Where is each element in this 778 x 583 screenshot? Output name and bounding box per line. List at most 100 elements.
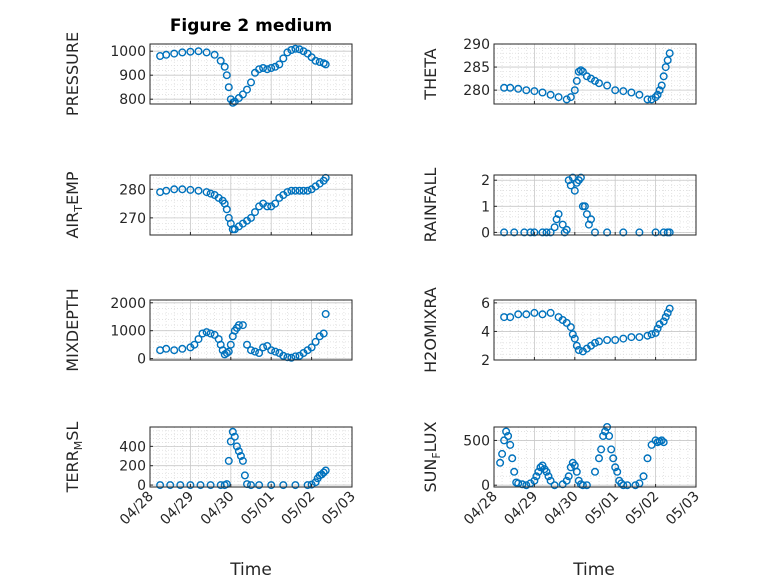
data-point: [627, 88, 636, 97]
y-tick-label: 900: [119, 68, 146, 84]
data-point: [226, 437, 235, 446]
y-axis-label: SUNFLUX: [421, 421, 443, 492]
data-point: [546, 228, 555, 237]
data-point: [202, 188, 211, 197]
data-point: [283, 188, 292, 197]
data-point: [162, 186, 171, 195]
data-point: [542, 467, 551, 476]
series-markers: [500, 304, 674, 356]
x-tick-label: 05/01: [582, 489, 622, 529]
x-tick-label: 05/01: [238, 489, 278, 529]
series-markers: [500, 49, 674, 104]
data-point: [194, 335, 203, 344]
data-point: [570, 186, 579, 195]
data-point: [587, 74, 596, 83]
data-point: [259, 343, 268, 352]
data-point: [500, 228, 509, 237]
axes-box: [149, 43, 353, 105]
data-point: [576, 173, 585, 182]
data-point: [230, 432, 239, 441]
axes-box: [493, 43, 697, 105]
data-point: [635, 333, 644, 342]
data-point: [603, 81, 612, 90]
data-point: [647, 330, 656, 339]
data-point: [162, 344, 171, 353]
data-point: [236, 452, 245, 461]
data-point: [595, 79, 604, 88]
data-point: [176, 481, 185, 490]
data-point: [295, 186, 304, 195]
x-tick-label: 05/03: [319, 489, 359, 529]
data-point: [291, 186, 300, 195]
data-point: [526, 228, 535, 237]
data-point: [287, 353, 296, 362]
data-point: [267, 481, 276, 490]
series-markers: [156, 44, 330, 107]
y-tick-label: 285: [463, 60, 490, 76]
data-point: [562, 318, 571, 327]
data-point: [601, 427, 610, 436]
data-point: [518, 480, 527, 489]
data-point: [603, 336, 612, 345]
data-point: [643, 454, 652, 463]
y-axis-label-subscript: T: [72, 205, 85, 213]
data-point: [222, 205, 231, 214]
data-point: [255, 481, 264, 490]
data-point: [178, 344, 187, 353]
figure-title: Figure 2 medium: [170, 16, 332, 36]
data-point: [568, 330, 577, 339]
data-point: [591, 228, 600, 237]
data-point: [582, 210, 591, 219]
data-point: [659, 317, 668, 326]
data-point: [198, 329, 207, 338]
data-point: [659, 438, 668, 447]
data-point: [619, 334, 628, 343]
y-tick-label: 0: [137, 352, 146, 368]
x-axis-label-left: Time: [229, 560, 272, 580]
data-point: [558, 220, 567, 229]
x-tick-label: 05/03: [663, 489, 703, 529]
data-point: [206, 481, 215, 490]
data-point: [665, 304, 674, 313]
data-point: [222, 71, 231, 80]
data-point: [500, 436, 509, 445]
data-point: [238, 90, 247, 99]
y-axis-label-subscript: M: [72, 441, 85, 451]
data-point: [657, 436, 666, 445]
axes-box: [493, 426, 697, 488]
axes-box: [149, 299, 353, 361]
subplot-7: 0 200 400 04/28 04/29 04/30 05/01 05/02 05/03 TER…: [63, 422, 359, 529]
y-tick-label: 200: [119, 459, 146, 475]
data-point: [611, 336, 620, 345]
data-point: [246, 213, 255, 222]
subplot-2: 280 285 290 THETA: [421, 37, 697, 105]
y-axis-label-main: AIR: [63, 212, 82, 239]
data-point: [578, 67, 587, 76]
data-point: [271, 347, 280, 356]
y-axis-label-main: MIXDEPTH: [63, 288, 82, 371]
data-point: [216, 56, 225, 65]
data-point: [246, 346, 255, 355]
data-point: [542, 228, 551, 237]
y-tick-label: 800: [119, 92, 146, 108]
data-point: [210, 330, 219, 339]
data-point: [595, 454, 604, 463]
data-point: [653, 324, 662, 333]
data-point: [242, 340, 251, 349]
data-point: [665, 228, 674, 237]
data-point: [532, 472, 541, 481]
data-point: [299, 47, 308, 56]
data-point: [651, 328, 660, 337]
data-point: [582, 481, 591, 490]
data-point: [194, 186, 203, 195]
data-point: [562, 95, 571, 104]
subplot-4: 0 1 2 RAINFALL: [421, 168, 697, 242]
data-point: [504, 432, 513, 441]
data-point: [307, 343, 316, 352]
data-point: [570, 86, 579, 95]
data-point: [506, 83, 515, 92]
axes-background: [150, 44, 352, 104]
data-point: [190, 340, 199, 349]
y-axis-label-tail: EMP: [63, 171, 82, 205]
data-point: [570, 334, 579, 343]
